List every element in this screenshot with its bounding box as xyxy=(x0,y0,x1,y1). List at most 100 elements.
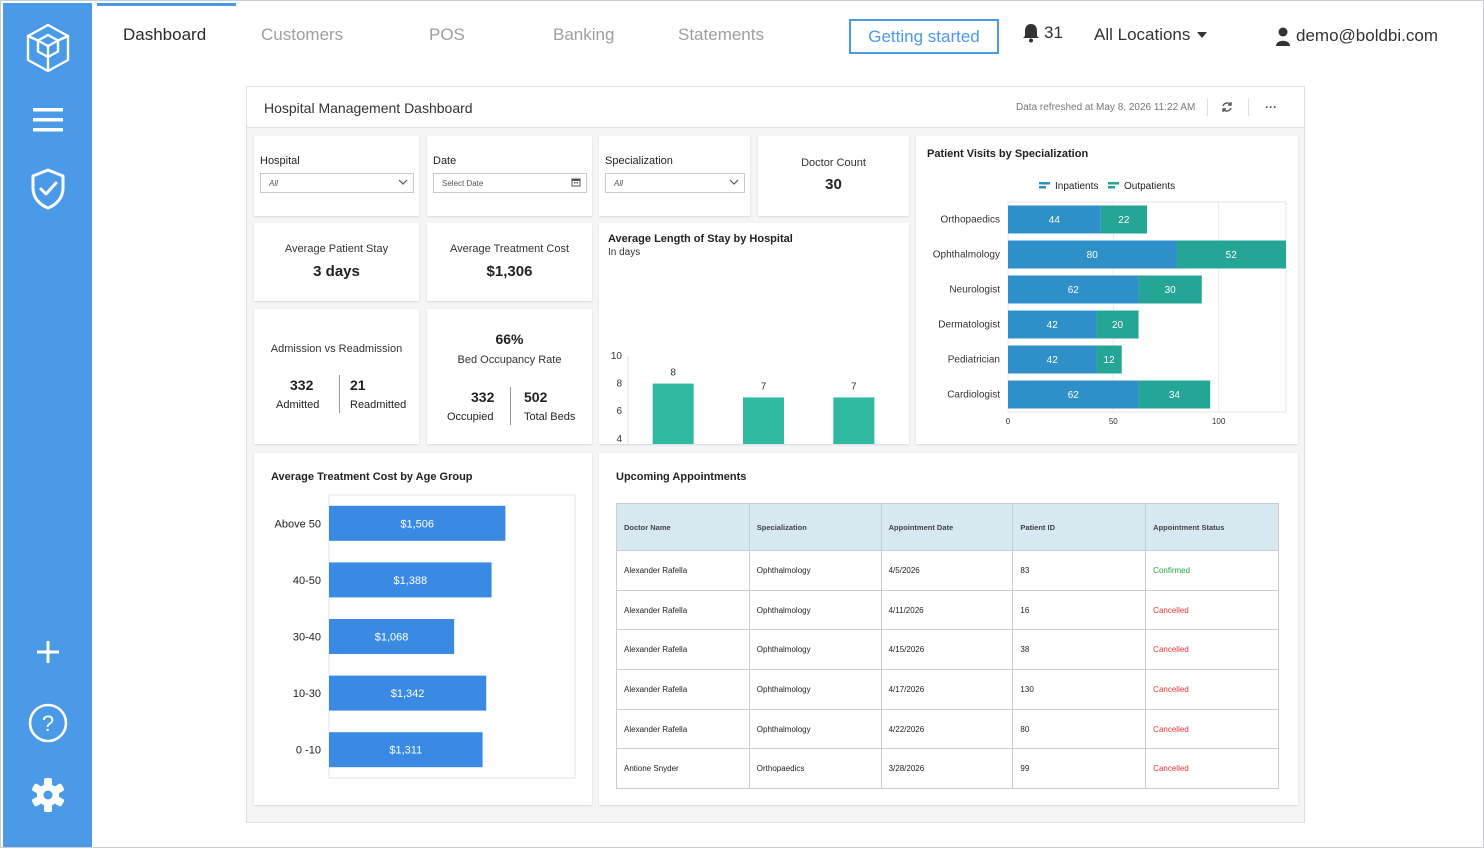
bar-segment xyxy=(1100,205,1147,234)
tab-statements[interactable]: Statements xyxy=(678,25,764,44)
data-label: 62 xyxy=(1068,285,1080,296)
tab-pos[interactable]: POS xyxy=(429,25,465,44)
shield-check-icon[interactable] xyxy=(3,166,92,212)
data-label: 7 xyxy=(851,381,857,392)
data-label: 44 xyxy=(1049,215,1061,226)
total-beds-value: 502 xyxy=(524,389,548,405)
hospital-filter-select[interactable]: All xyxy=(260,173,414,193)
data-label: 42 xyxy=(1047,355,1059,366)
length-of-stay-chart: 02468108Hospital 27Hospital 17Hospital 3 xyxy=(611,351,875,444)
bar xyxy=(329,505,506,541)
y-tick-label: 10 xyxy=(611,351,623,362)
avg-cost-value: $1,306 xyxy=(486,263,533,280)
bar xyxy=(652,383,694,444)
bar-segment xyxy=(1008,275,1139,304)
locations-dropdown[interactable]: All Locations xyxy=(1094,25,1208,45)
table-header-row: Doctor Name Specialization Appointment D… xyxy=(616,503,1279,551)
date-picker-input[interactable]: Select Date xyxy=(433,173,587,193)
chart-title: Average Treatment Cost by Age Group xyxy=(271,471,473,483)
table-row[interactable]: Alexander Rafella Ophthalmology 4/17/2026 1… xyxy=(616,669,1279,710)
divider xyxy=(1207,98,1208,116)
settings-icon[interactable] xyxy=(3,773,92,817)
doctor-count-card: Doctor Count 30 xyxy=(758,136,909,216)
notifications-button[interactable]: 31 xyxy=(1022,23,1063,43)
column-header[interactable]: Patient ID xyxy=(1012,503,1147,551)
bar-segment xyxy=(1008,345,1097,374)
admitted-value: 332 xyxy=(290,377,314,393)
getting-started-button[interactable]: Getting started xyxy=(849,19,999,54)
table-row[interactable]: Alexander Rafella Ophthalmology 4/15/2026 3… xyxy=(616,629,1279,671)
avg-patient-stay-card: Average Patient Stay 3 days xyxy=(254,223,419,301)
hospital-filter-card: Hospital All xyxy=(254,136,419,216)
column-header[interactable]: Appointment Status xyxy=(1145,503,1279,551)
table-cell: Alexander Rafella xyxy=(616,629,750,671)
data-label: $1,388 xyxy=(393,575,427,587)
bell-icon xyxy=(1023,24,1039,43)
table-row[interactable]: Alexander Rafella Ophthalmology 4/5/2026 83… xyxy=(616,550,1279,591)
table-row[interactable]: Antione Snyder Orthopaedics 3/28/2026 99 Can… xyxy=(616,748,1279,790)
x-tick-label: 0 xyxy=(1006,417,1011,426)
date-filter-card: Date Select Date xyxy=(427,136,592,216)
bar-segment xyxy=(1008,380,1139,409)
table-row[interactable]: Alexander Rafella Ophthalmology 4/11/2026 1… xyxy=(616,589,1279,631)
data-label: $1,068 xyxy=(375,632,409,644)
tab-banking[interactable]: Banking xyxy=(553,25,615,44)
avg-stay-title: Average Patient Stay xyxy=(284,243,389,255)
divider xyxy=(339,375,340,413)
table-cell: Ophthalmology xyxy=(748,589,882,631)
table-cell: 4/17/2026 xyxy=(880,669,1014,710)
bar-segment xyxy=(1008,310,1097,339)
refresh-icon[interactable] xyxy=(1218,98,1236,116)
specialization-filter-select[interactable]: All xyxy=(605,173,745,193)
occupied-label: Occupied xyxy=(447,411,494,423)
data-label: $1,311 xyxy=(389,745,422,757)
table-cell: 4/15/2026 xyxy=(880,629,1014,671)
menu-icon[interactable] xyxy=(3,105,92,135)
y-tick-label: 6 xyxy=(616,406,622,417)
data-label: 7 xyxy=(761,381,767,392)
table-cell: Alexander Rafella xyxy=(616,708,750,750)
y-tick-label: 40-50 xyxy=(293,575,321,587)
tab-dashboard[interactable]: Dashboard xyxy=(123,25,207,44)
logo-cube-icon[interactable] xyxy=(3,21,92,81)
bar-segment xyxy=(1008,205,1101,234)
column-header[interactable]: Doctor Name xyxy=(616,503,750,551)
more-options-icon[interactable]: ··· xyxy=(1265,100,1277,114)
help-icon[interactable]: ? xyxy=(3,701,92,745)
data-label: $1,506 xyxy=(400,518,434,530)
legend-swatch xyxy=(1108,182,1119,185)
tab-customers[interactable]: Customers xyxy=(261,25,344,44)
table-cell: Orthopaedics xyxy=(748,748,882,790)
plot-area xyxy=(1007,201,1287,413)
column-header[interactable]: Appointment Date xyxy=(880,503,1014,551)
data-label: 42 xyxy=(1047,320,1059,331)
legend-swatch xyxy=(1039,186,1046,189)
data-label: 62 xyxy=(1068,390,1080,401)
bed-occupancy-card: 66% Bed Occupancy Rate 332 Occupied 502 … xyxy=(427,309,592,444)
column-header[interactable]: Specialization xyxy=(748,503,882,551)
patient-visits-chart: 0 50 100 Inpatients Outpatients Orthopaedics 4… xyxy=(933,181,1287,426)
doctor-count-title: Doctor Count xyxy=(801,157,866,169)
svg-text:?: ? xyxy=(41,711,53,736)
plus-icon[interactable] xyxy=(3,637,92,667)
bar xyxy=(329,675,487,711)
sidebar: ? xyxy=(3,3,92,847)
table-cell: Ophthalmology xyxy=(748,708,882,750)
date-filter-label: Date xyxy=(433,155,457,167)
data-label: 12 xyxy=(1104,355,1116,366)
legend-label: Inpatients xyxy=(1055,181,1098,192)
table-cell: Antione Snyder xyxy=(616,748,750,790)
table-cell: 16 xyxy=(1012,589,1147,631)
occupied-value: 332 xyxy=(471,389,495,405)
admission-card: Admission vs Readmission 332 Admitted 21… xyxy=(254,309,419,444)
legend-swatch xyxy=(1108,186,1115,189)
table-row[interactable]: Alexander Rafella Ophthalmology 4/22/2026 8… xyxy=(616,708,1279,750)
occupancy-rate: 66% xyxy=(495,331,524,347)
divider xyxy=(510,387,511,425)
specialization-filter-label: Specialization xyxy=(605,155,673,167)
cost-by-age-chart-card: Average Treatment Cost by Age Group Abov… xyxy=(254,453,592,805)
status-cell: Confirmed xyxy=(1145,550,1279,591)
user-menu[interactable]: demo@boldbi.com xyxy=(1275,26,1438,46)
table-cell: Ophthalmology xyxy=(748,550,882,591)
table-cell: 99 xyxy=(1012,748,1147,790)
